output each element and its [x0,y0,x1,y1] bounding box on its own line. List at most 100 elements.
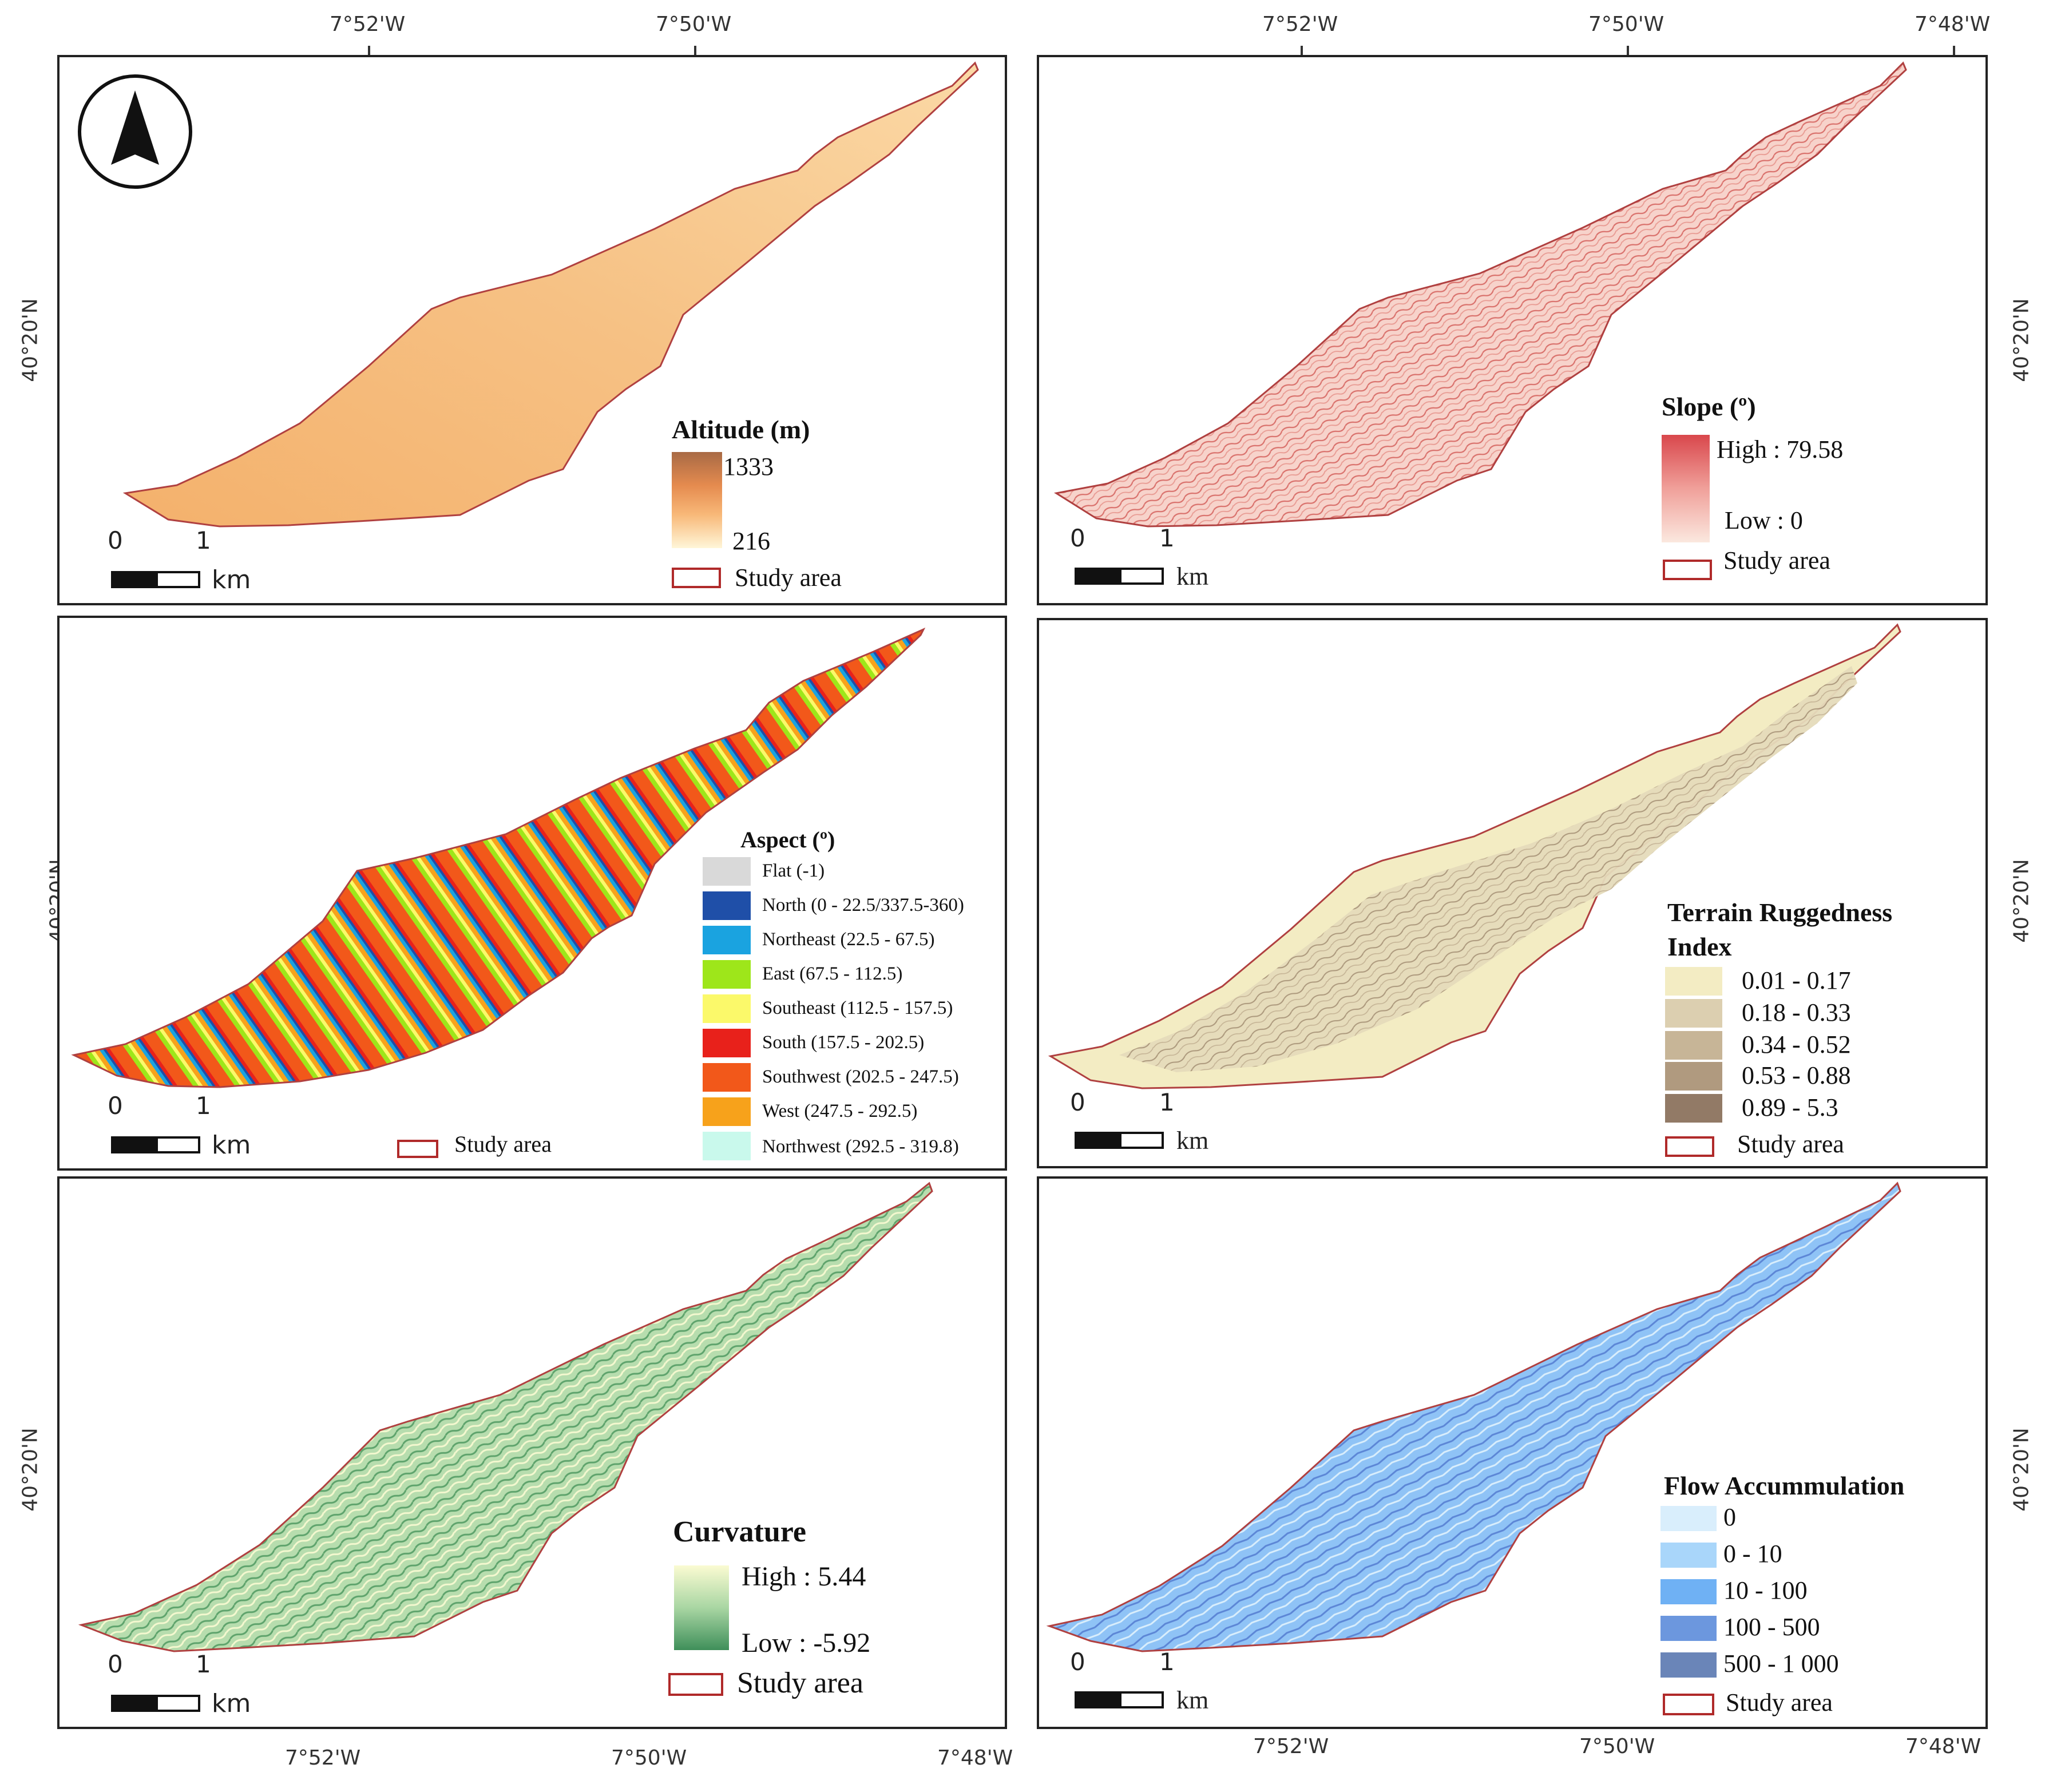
aspect-swatch-southwest [703,1063,751,1092]
altitude-map-panel: 0 1 km Altitude (m) 1333 216 Study area [57,55,1007,605]
study-area-shape [78,1182,933,1652]
right-latitude-label: 40°20'N [2010,859,2034,943]
top-longitude-label: 7°48'W [1915,13,1991,36]
study-area-label: Study area [454,1131,552,1157]
scale-one-label: 1 [1159,524,1175,552]
scale-bar [1075,568,1164,585]
bottom-longitude-label: 7°48'W [937,1746,1013,1770]
bottom-longitude-label: 7°52'W [285,1746,361,1770]
flow-label-2: 0 - 10 [1723,1540,1782,1568]
scale-one-label: 1 [1159,1648,1175,1676]
curvature-legend-title: Curvature [673,1516,807,1548]
tri-swatch-4 [1665,1062,1722,1091]
top-longitude-label: 7°52'W [1262,13,1338,36]
bottom-longitude-label: 7°48'W [1905,1735,1981,1758]
study-area-swatch [1663,560,1712,580]
bottom-longitude-label: 7°50'W [1579,1735,1655,1758]
flow-label-5: 500 - 1 000 [1723,1650,1839,1678]
flow-swatch-5 [1660,1652,1717,1678]
tri-label-3: 0.34 - 0.52 [1742,1030,1851,1058]
flow-legend-title: Flow Accummulation [1664,1471,1905,1500]
top-longitude-label: 7°50'W [1588,13,1664,36]
flow-swatch-3 [1660,1579,1717,1604]
flow-label-3: 10 - 100 [1723,1576,1808,1604]
tri-swatch-2 [1665,999,1722,1028]
right-latitude-label: 40°20'N [2010,1428,2034,1512]
bottom-longitude-label: 7°50'W [611,1746,687,1770]
aspect-swatch-northwest [703,1132,751,1160]
flow-label-1: 0 [1723,1503,1736,1531]
scale-one-label: 1 [196,526,211,554]
flow-swatch-2 [1660,1543,1717,1568]
left-latitude-label: 40°20'N [18,1428,42,1512]
scale-zero-label: 0 [1070,1088,1085,1116]
scale-bar [111,1695,200,1712]
tri-swatch-3 [1665,1031,1722,1060]
tri-legend-title-line1: Terrain Ruggedness [1667,898,1893,927]
tick-mark [1301,46,1303,57]
aspect-legend-title: Aspect (º) [740,827,835,853]
scale-unit-label: km [1176,562,1209,590]
aspect-label-north: North (0 - 22.5/337.5-360) [762,895,964,915]
scale-unit-label: km [212,1689,251,1718]
scale-unit-label: km [1176,1127,1209,1155]
aspect-swatch-north [703,891,751,920]
scale-bar [111,571,200,588]
scale-zero-label: 0 [1070,1648,1085,1676]
altitude-map [78,61,979,528]
aspect-label-flat: Flat (-1) [762,861,825,881]
aspect-label-east: East (67.5 - 112.5) [762,964,903,984]
tick-mark [694,46,696,57]
study-area-swatch [397,1140,438,1158]
tri-map [1048,623,1901,1089]
curvature-map-panel: 0 1 km Curvature High : 5.44 Low : -5.92… [57,1176,1007,1729]
aspect-label-south: South (157.5 - 202.5) [762,1032,925,1053]
top-longitude-label: 7°50'W [656,13,732,36]
study-area-shape [122,61,979,528]
scale-zero-label: 0 [108,1650,123,1678]
scale-bar [111,1136,200,1153]
curvature-color-ramp [674,1565,729,1650]
slope-legend-title: Slope (º) [1662,392,1756,421]
slope-high-value: High : 79.58 [1717,435,1844,463]
right-latitude-label: 40°20'N [2010,298,2034,382]
study-area-swatch [1665,1136,1714,1157]
study-area-label: Study area [1723,546,1830,574]
slope-map-panel: 0 1 km Slope (º) High : 79.58 Low : 0 St… [1037,55,1988,605]
north-arrow-icon [78,74,192,189]
altitude-color-ramp [672,452,722,548]
aspect-map-panel: 0 1 km Study area Aspect (º) Flat (-1) N… [57,616,1007,1171]
scale-one-label: 1 [196,1650,211,1678]
study-area-shape [1048,623,1901,1089]
slope-color-ramp [1662,435,1710,542]
study-area-swatch [672,568,721,588]
scale-zero-label: 0 [108,526,123,554]
curvature-low-value: Low : -5.92 [742,1628,871,1658]
study-area-label: Study area [1737,1130,1844,1158]
scale-zero-label: 0 [1070,524,1085,552]
rugged-area [1119,666,1857,1072]
bottom-longitude-label: 7°52'W [1253,1735,1329,1758]
aspect-swatch-flat [703,857,751,886]
tick-mark [368,46,370,57]
aspect-map [71,627,926,1088]
tick-mark [1953,46,1955,57]
altitude-legend-title: Altitude (m) [672,415,810,444]
scale-bar [1075,1691,1164,1708]
flow-map-panel: 0 1 km Flow Accummulation 0 0 - 10 10 - … [1037,1176,1988,1729]
aspect-label-northeast: Northeast (22.5 - 67.5) [762,929,935,950]
study-area-shape [71,627,926,1088]
study-area-shape [1046,1182,1901,1652]
altitude-low-value: 216 [732,527,770,555]
study-area-label: Study area [735,564,842,592]
flow-label-4: 100 - 500 [1723,1613,1820,1641]
tri-label-1: 0.01 - 0.17 [1742,966,1851,994]
aspect-swatch-east [703,960,751,989]
aspect-swatch-northeast [703,926,751,954]
scale-unit-label: km [212,1131,251,1160]
study-area-swatch [668,1673,723,1696]
tri-map-panel: 0 1 km Terrain Ruggedness Index 0.01 - 0… [1037,618,1988,1168]
tick-mark [1627,46,1629,57]
flow-swatch-4 [1660,1616,1717,1641]
slope-low-value: Low : 0 [1725,506,1803,534]
